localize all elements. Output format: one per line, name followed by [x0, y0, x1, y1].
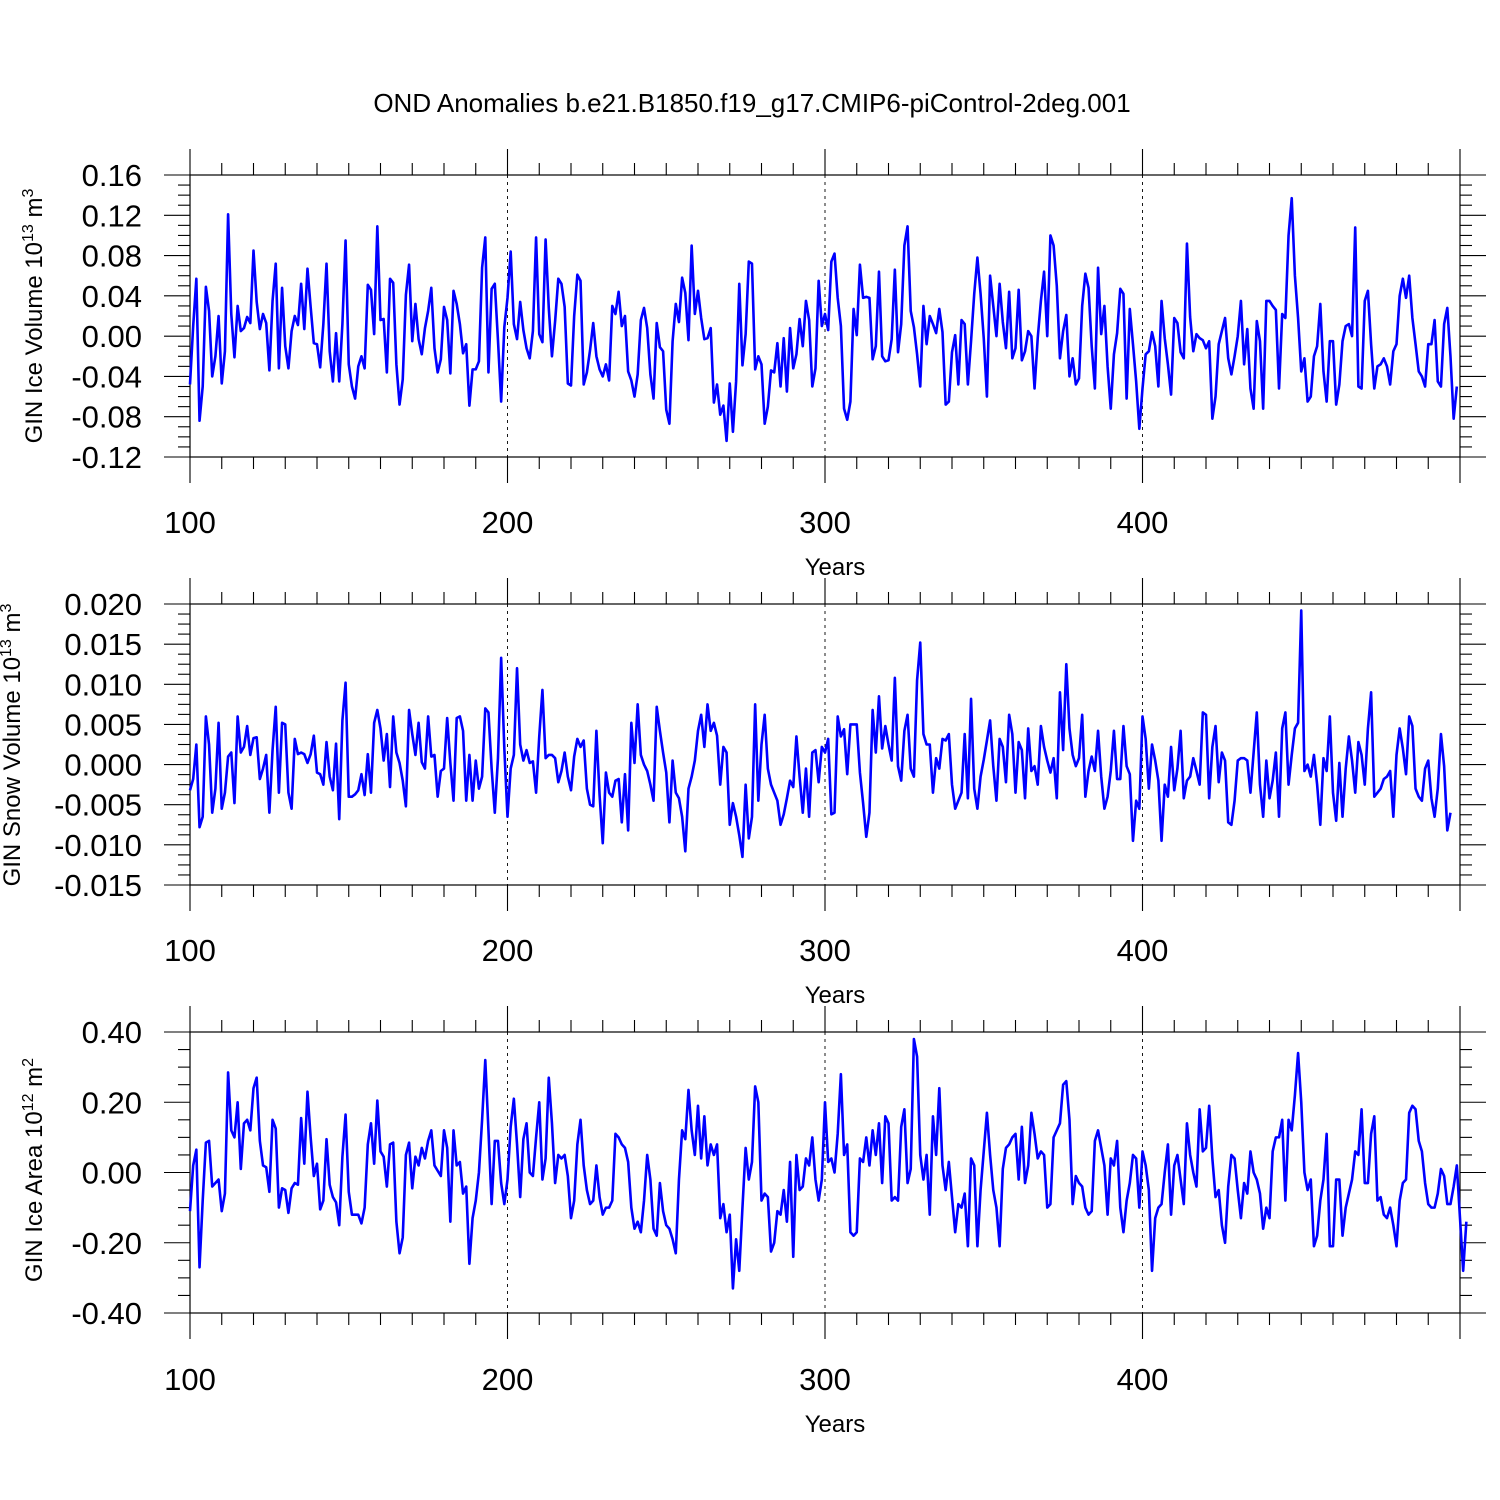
x-tick-label: 400	[1117, 505, 1169, 540]
x-axis-label: Years	[805, 982, 866, 1009]
x-tick-label: 300	[799, 1362, 851, 1397]
y-axis-label-mid: m	[21, 1067, 48, 1094]
y-tick-label: 0.40	[82, 1015, 142, 1050]
y-axis-label: GIN Snow Volume 1013 m3	[0, 603, 26, 886]
y-tick-label: 0.12	[82, 198, 142, 233]
y-axis-label-exp1: 13	[0, 639, 15, 657]
x-tick-label: 100	[164, 1362, 216, 1397]
y-tick-label: -0.010	[54, 828, 142, 863]
y-tick-label: 0.015	[64, 627, 142, 662]
y-tick-label: 0.16	[82, 158, 142, 193]
series-line	[188, 1037, 1468, 1290]
y-axis-label-main: GIN Ice Area 10	[21, 1111, 48, 1282]
y-axis-label-main: GIN Snow Volume 10	[0, 657, 26, 886]
y-axis-label: GIN Ice Volume 1013 m3	[20, 189, 48, 444]
y-tick-label: 0.000	[64, 748, 142, 783]
y-tick-label: 0.00	[82, 1156, 142, 1191]
y-axis-label-main: GIN Ice Volume 10	[21, 242, 48, 443]
y-axis-label: GIN Ice Area 1012 m2	[20, 1058, 48, 1282]
y-axis-label-mid: m	[0, 612, 26, 639]
y-axis-label-exp1: 12	[20, 1093, 37, 1111]
y-axis-label-exp2: 3	[0, 603, 15, 612]
y-tick-label: 0.04	[82, 279, 142, 314]
y-tick-label: 0.010	[64, 667, 142, 702]
y-axis-label-exp2: 3	[20, 189, 37, 198]
x-axis-label: Years	[805, 554, 866, 581]
y-tick-label: 0.00	[82, 319, 142, 354]
y-tick-label: 0.020	[64, 587, 142, 622]
y-tick-label: 0.005	[64, 707, 142, 742]
x-tick-label: 400	[1117, 1362, 1169, 1397]
y-tick-label: -0.40	[71, 1296, 142, 1331]
x-tick-label: 200	[482, 1362, 534, 1397]
y-tick-label: 0.08	[82, 239, 142, 274]
y-tick-label: 0.20	[82, 1085, 142, 1120]
y-axis-label-mid: m	[21, 198, 48, 225]
x-tick-label: 100	[164, 933, 216, 968]
y-axis-label-exp1: 13	[20, 224, 37, 242]
x-tick-label: 300	[799, 505, 851, 540]
x-tick-label: 200	[482, 933, 534, 968]
x-tick-label: 300	[799, 933, 851, 968]
x-tick-label: 100	[164, 505, 216, 540]
y-tick-label: -0.20	[71, 1226, 142, 1261]
y-tick-label: -0.08	[71, 400, 142, 435]
y-tick-label: -0.04	[71, 359, 142, 394]
y-tick-label: -0.015	[54, 868, 142, 903]
panel-2: 100 200 300 400 0.020 0.015 0.010 0.005 0.000 -0.…	[0, 578, 1486, 1009]
y-tick-label: -0.005	[54, 788, 142, 823]
x-axis-label: Years	[805, 1411, 866, 1438]
panel-3: 100 200 300 400 0.40 0.20 0.00 -0.20 -0.40 Years G…	[20, 1006, 1486, 1438]
series-line	[188, 196, 1459, 443]
series-line	[188, 609, 1452, 859]
y-axis-label-exp2: 2	[20, 1058, 37, 1067]
figure-title: OND Anomalies b.e21.B1850.f19_g17.CMIP6-…	[373, 88, 1130, 118]
x-tick-label: 200	[482, 505, 534, 540]
y-tick-label: -0.12	[71, 440, 142, 475]
panel-1: 100 200 300 400 0.16 0.12 0.08 0.04 0.00 -0.04 -0.…	[20, 149, 1486, 581]
x-tick-label: 400	[1117, 933, 1169, 968]
